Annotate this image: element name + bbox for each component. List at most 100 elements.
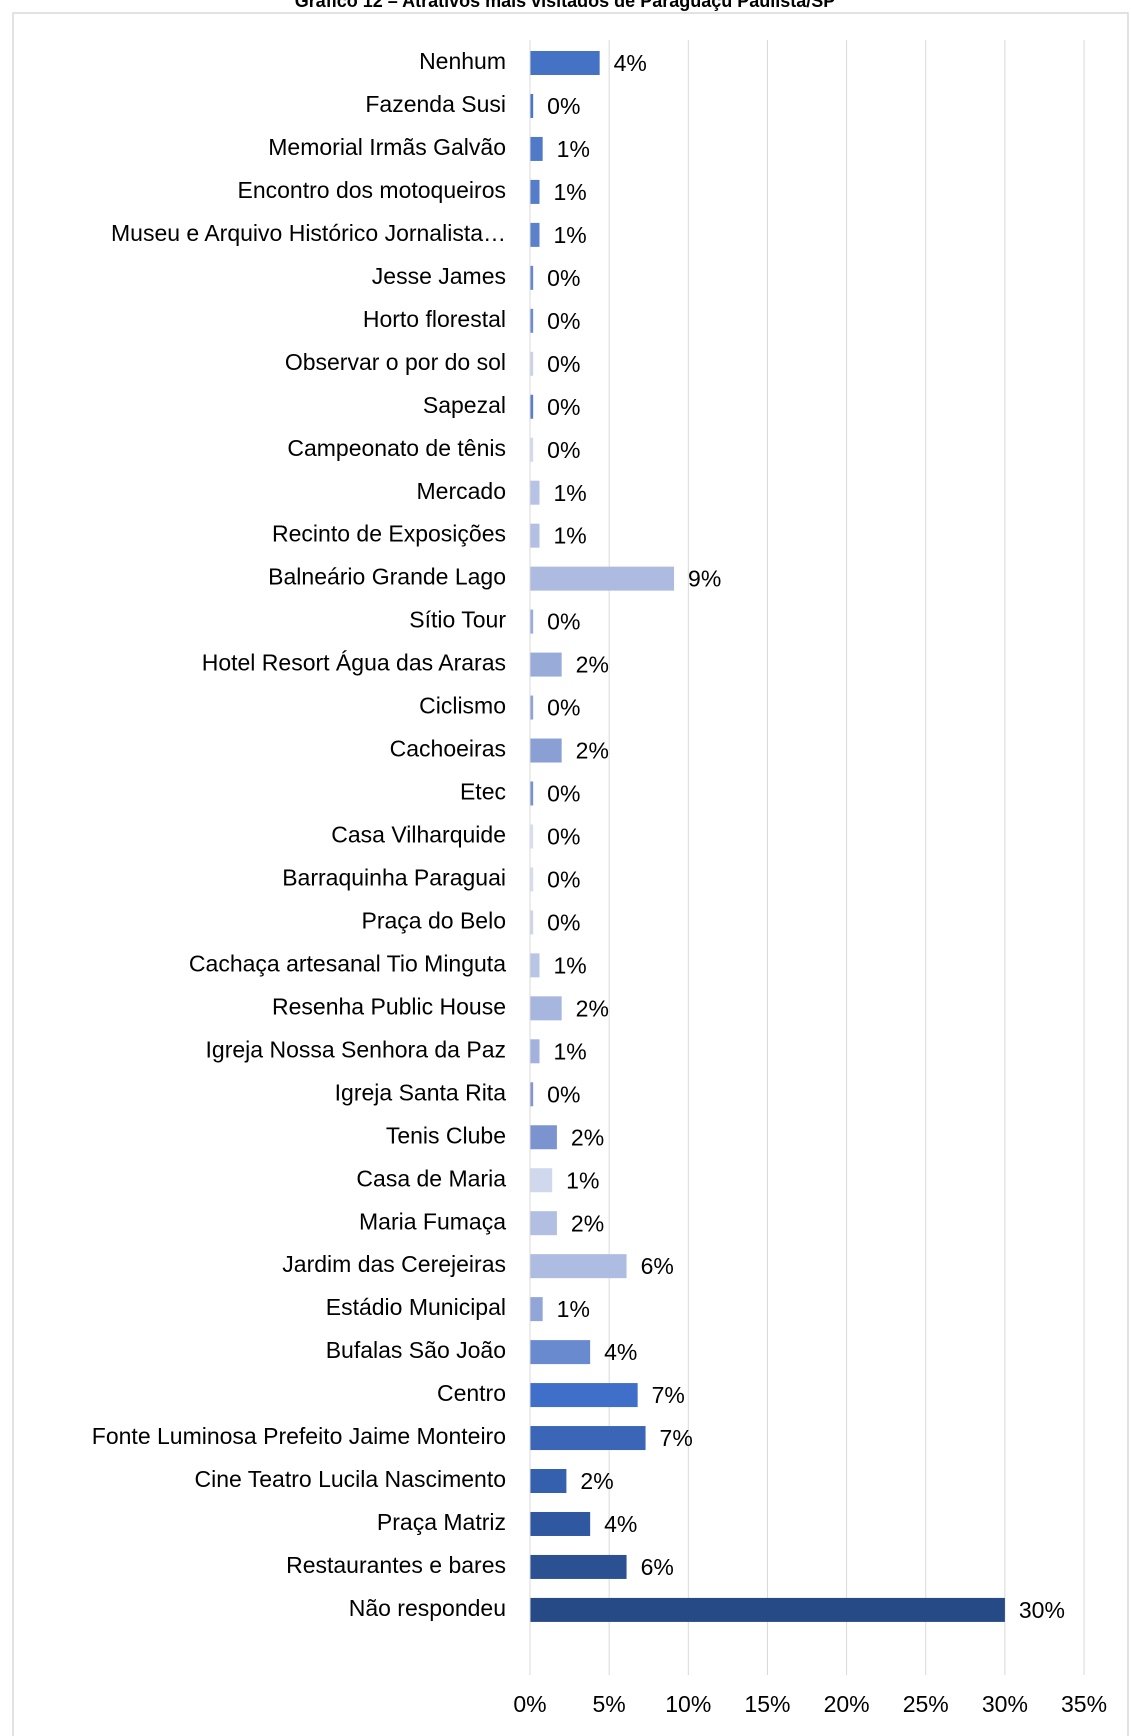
y-tick-label: Maria Fumaça — [359, 1208, 506, 1234]
y-tick-label: Resenha Public House — [272, 993, 506, 1019]
bar — [530, 1168, 553, 1193]
bar — [530, 222, 540, 247]
x-tick-label: 30% — [982, 1691, 1028, 1717]
value-label: 2% — [571, 1124, 604, 1150]
value-label: 1% — [557, 1296, 590, 1322]
bar — [530, 136, 543, 161]
x-tick-label: 15% — [744, 1691, 790, 1717]
bar — [530, 652, 562, 677]
value-label: 0% — [547, 781, 580, 807]
value-label: 30% — [1019, 1597, 1065, 1623]
value-label: 1% — [553, 179, 586, 205]
value-label: 1% — [553, 480, 586, 506]
bar — [530, 781, 534, 806]
bar — [530, 953, 540, 978]
bar — [530, 609, 534, 634]
chart-title: Gráfico 12 – Atrativos mais visitados de… — [295, 0, 836, 11]
y-tick-label: Jesse James — [372, 263, 506, 289]
x-tick-label: 5% — [593, 1691, 626, 1717]
bar — [530, 910, 534, 935]
value-label: 0% — [547, 351, 580, 377]
bar — [530, 480, 540, 505]
y-tick-label: Observar o por do sol — [285, 349, 506, 375]
y-tick-label: Balneário Grande Lago — [268, 564, 506, 590]
value-label: 2% — [571, 1210, 604, 1236]
bar — [530, 867, 534, 892]
y-tick-label: Horto florestal — [363, 306, 506, 332]
value-label: 4% — [604, 1339, 637, 1365]
value-label: 1% — [553, 222, 586, 248]
y-tick-label: Sapezal — [423, 392, 506, 418]
value-label: 2% — [576, 738, 609, 764]
y-tick-label: Fazenda Susi — [365, 91, 506, 117]
value-label: 0% — [547, 824, 580, 850]
bar — [530, 51, 600, 75]
bar — [530, 1297, 543, 1322]
y-tick-label: Mercado — [417, 478, 506, 504]
y-tick-label: Jardim das Cerejeiras — [282, 1251, 506, 1277]
value-label: 9% — [688, 566, 721, 592]
value-label: 2% — [576, 995, 609, 1021]
y-tick-label: Ciclismo — [419, 693, 506, 719]
bar — [530, 824, 534, 849]
y-tick-label: Nenhum — [419, 48, 506, 74]
value-label: 0% — [547, 695, 580, 721]
bar — [530, 523, 540, 548]
value-label: 7% — [652, 1382, 685, 1408]
bar — [530, 394, 534, 419]
bar — [530, 695, 534, 720]
y-tick-label: Recinto de Exposições — [272, 521, 506, 547]
y-tick-label: Memorial Irmãs Galvão — [268, 134, 506, 160]
bar — [530, 1340, 591, 1365]
y-tick-label: Igreja Santa Rita — [335, 1079, 507, 1105]
bar — [530, 1082, 534, 1107]
bar — [530, 1125, 557, 1150]
y-tick-label: Cine Teatro Lucila Nascimento — [194, 1466, 506, 1492]
y-tick-label: Fonte Luminosa Prefeito Jaime Monteiro — [92, 1423, 506, 1449]
value-label: 1% — [553, 952, 586, 978]
bar — [530, 566, 675, 591]
y-tick-label: Museu e Arquivo Histórico Jornalista… — [111, 220, 506, 246]
value-label: 0% — [547, 909, 580, 935]
value-label: 0% — [547, 93, 580, 119]
value-label: 0% — [547, 265, 580, 291]
value-label: 7% — [660, 1425, 693, 1451]
y-tick-label: Restaurantes e bares — [286, 1552, 506, 1578]
x-tick-label: 10% — [665, 1691, 711, 1717]
value-label: 1% — [553, 1038, 586, 1064]
y-tick-label: Casa de Maria — [356, 1165, 506, 1191]
y-tick-label: Barraquinha Paraguai — [282, 865, 506, 891]
y-tick-label: Sítio Tour — [409, 607, 506, 633]
bar — [530, 265, 534, 290]
bar — [530, 437, 534, 462]
bar — [530, 1469, 567, 1494]
value-label: 6% — [641, 1554, 674, 1580]
bar — [530, 1597, 1005, 1622]
bar — [530, 1039, 540, 1064]
y-tick-label: Praça Matriz — [377, 1509, 506, 1535]
value-label: 2% — [580, 1468, 613, 1494]
bar — [530, 179, 540, 204]
x-tick-label: 25% — [903, 1691, 949, 1717]
y-tick-label: Centro — [437, 1380, 506, 1406]
value-label: 0% — [547, 1081, 580, 1107]
bar — [530, 1554, 627, 1579]
bar — [530, 1383, 638, 1408]
value-label: 4% — [604, 1511, 637, 1537]
value-label: 4% — [614, 50, 647, 76]
bar — [530, 1254, 627, 1279]
y-tick-label: Casa Vilharquide — [331, 822, 506, 848]
value-label: 0% — [547, 867, 580, 893]
y-tick-label: Bufalas São João — [326, 1337, 506, 1363]
y-tick-label: Igreja Nossa Senhora da Paz — [206, 1036, 506, 1062]
y-tick-label: Campeonato de tênis — [287, 435, 506, 461]
bar — [530, 93, 534, 118]
value-label: 1% — [566, 1167, 599, 1193]
y-tick-label: Praça do Belo — [362, 907, 506, 933]
bar — [530, 351, 534, 376]
y-tick-label: Cachaça artesanal Tio Minguta — [189, 950, 506, 976]
y-tick-label: Etec — [460, 779, 506, 805]
y-tick-label: Encontro dos motoqueiros — [238, 177, 507, 203]
y-tick-label: Tenis Clube — [386, 1122, 506, 1148]
